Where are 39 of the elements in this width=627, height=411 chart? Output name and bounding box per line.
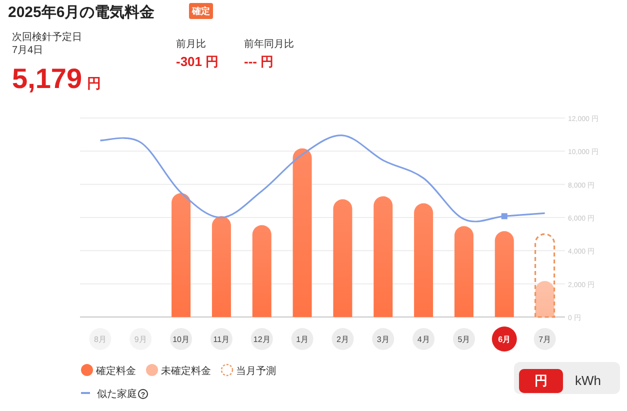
bar [454,226,474,317]
x-tick-label: 12月 [253,335,270,344]
text: kWh [575,373,601,388]
x-tick-label: 10月 [172,335,190,344]
x-tick-label: 4月 [417,335,430,344]
bar [374,196,393,317]
x-tick-label: 8月 [94,335,106,344]
text: 7月4日 [12,45,44,56]
bar [494,231,514,317]
x-tick-label: 3月 [376,335,390,344]
chart-title: 2025年6月の電気料金 [8,4,155,21]
text: 次回検針予定日 [12,31,82,43]
x-tick-label: 11月 [213,335,230,344]
bar [212,216,231,317]
bar [414,203,434,317]
bar [292,148,312,317]
bar [252,225,272,317]
x-tick-label: 5月 [458,335,470,344]
x-tick-label: 1月 [296,335,309,344]
text: 前月比 [176,38,206,50]
bar [172,193,191,317]
x-tick-label: 9月 [134,335,147,344]
legend-label: 確定料金 [95,365,136,377]
legend-label: 未確定料金 [161,365,211,377]
text: 円 [87,75,101,91]
x-tick-label: 7月 [538,335,552,344]
legend-label: 似た家庭 [97,388,137,400]
text: 5,179 [12,63,82,94]
text: --- 円 [244,54,274,69]
text: -301 円 [176,54,219,69]
text: 円 [534,373,548,388]
legend-label: 当月予測 [236,365,276,377]
text: 確定 [191,6,210,16]
bar [534,233,556,318]
x-tick-label: 6月 [498,335,511,344]
text: 前年同月比 [244,38,294,50]
x-tick-label: 2月 [336,335,349,344]
bar [535,281,554,317]
bar [333,199,352,317]
